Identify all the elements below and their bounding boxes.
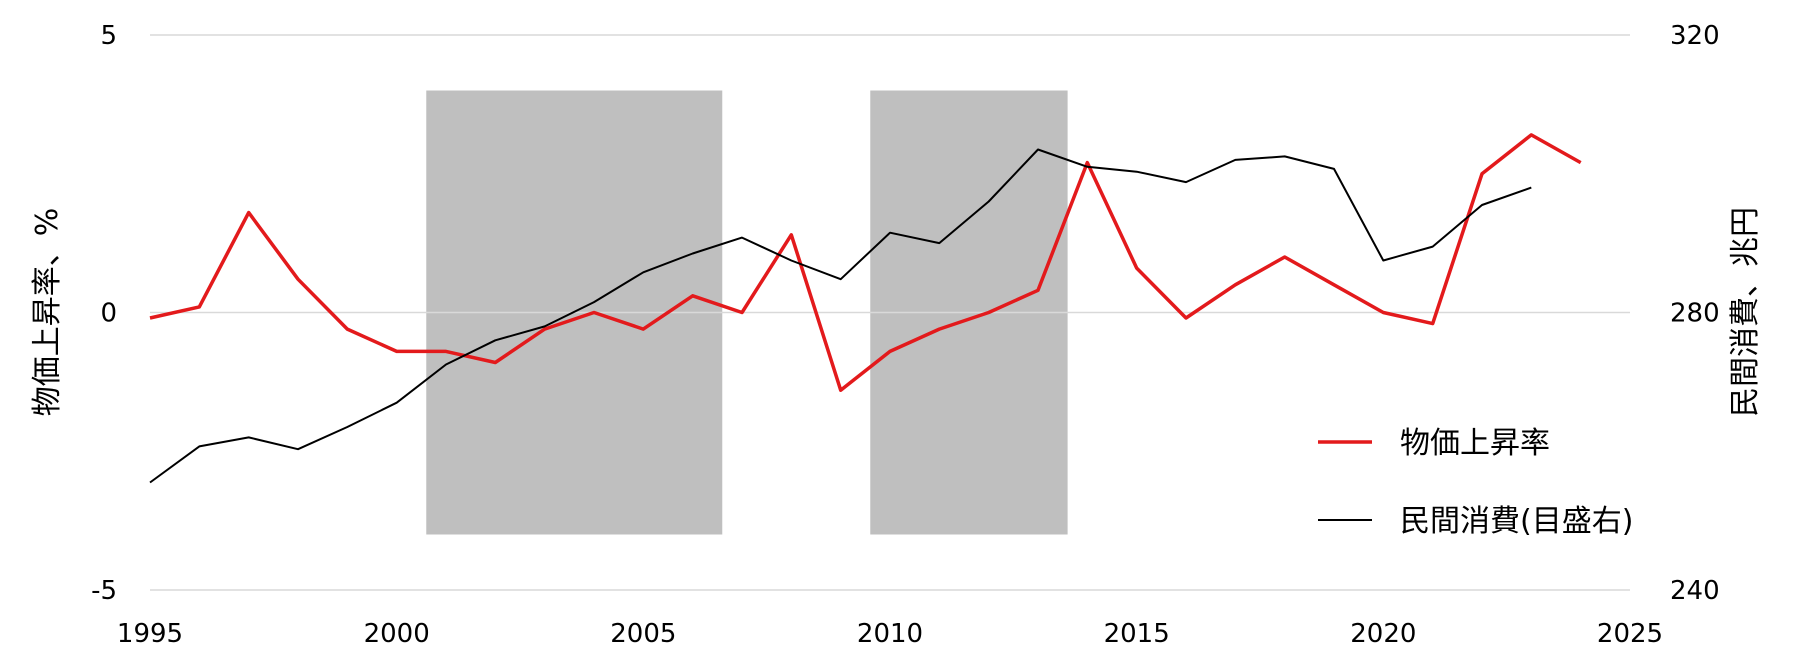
x-tick-label: 2010 (857, 619, 923, 649)
y-left-tick-label: 5 (100, 21, 117, 51)
x-tick-label: 2015 (1104, 619, 1170, 649)
series-line-consumption (149, 148, 1532, 484)
y-left-tick-label: 0 (100, 299, 117, 329)
y-left-axis-title: 物価上昇率、% (30, 208, 65, 417)
x-tick-label: 1995 (117, 619, 183, 649)
y-left-tick-label: -5 (91, 576, 117, 606)
x-tick-label: 2020 (1350, 619, 1416, 649)
y-right-tick-label: 320 (1670, 21, 1720, 51)
legend-label-inflation: 物価上昇率 (1400, 426, 1550, 461)
series-line-inflation (149, 133, 1582, 392)
legend-label-consumption: 民間消費(目盛右) (1400, 504, 1633, 539)
x-tick-label: 2005 (610, 619, 676, 649)
legend: 物価上昇率 民間消費(目盛右) (1318, 426, 1633, 539)
x-tick-label: 2000 (364, 619, 430, 649)
series-lines (149, 133, 1582, 484)
x-tick-label: 2025 (1597, 619, 1663, 649)
y-right-tick-label: 280 (1670, 299, 1720, 329)
y-right-axis-title: 民間消費、兆円 (1728, 207, 1763, 417)
y-right-tick-label: 240 (1670, 576, 1720, 606)
axis-ticks: 1995 2000 2005 2010 2015 2020 2025 5 0 -5 320 280 24… (91, 21, 1720, 649)
